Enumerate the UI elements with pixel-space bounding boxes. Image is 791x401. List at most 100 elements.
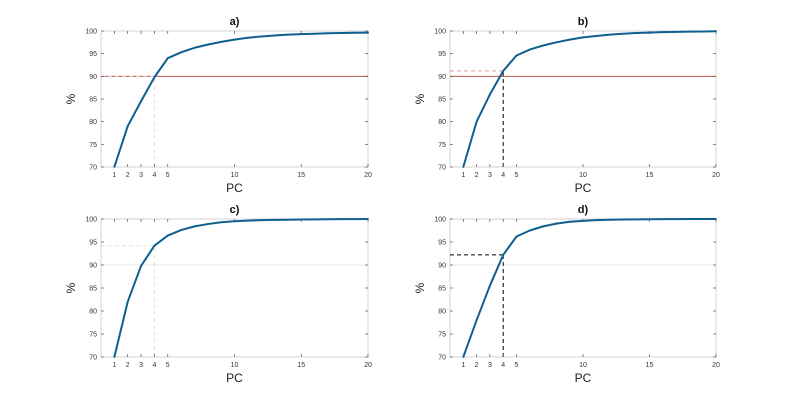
y-tick-label: 70 — [89, 355, 97, 362]
series-line — [462, 30, 717, 168]
series-line — [113, 31, 369, 168]
x-tick-label: 15 — [646, 172, 654, 179]
data-point — [528, 229, 531, 232]
data-point — [648, 31, 651, 34]
data-point — [608, 33, 611, 36]
panel-title: b) — [578, 16, 589, 28]
x-tick-label: 3 — [488, 172, 492, 179]
plot-frame — [449, 30, 717, 168]
x-tick-label: 5 — [515, 172, 519, 179]
y-tick-label: 90 — [89, 74, 97, 81]
x-tick-label: 2 — [126, 362, 130, 369]
panel-2: 70 75 80 85 90 95 100 1 2 3 4 5 10 15 20 b) PC% — [413, 16, 720, 195]
data-point — [313, 218, 316, 221]
data-point — [367, 218, 369, 220]
y-axis-label: % — [413, 282, 427, 293]
y-tick-label: 95 — [89, 51, 97, 58]
y-tick-label: 85 — [438, 97, 446, 104]
y-tick-label: 75 — [438, 332, 446, 339]
data-point — [489, 93, 491, 96]
y-tick-label: 75 — [89, 332, 97, 339]
data-point — [166, 57, 169, 60]
data-point — [582, 219, 584, 222]
x-axis-label: PC — [575, 371, 592, 385]
x-tick-label: 5 — [166, 172, 170, 179]
data-point — [353, 31, 356, 34]
panel-3: 70 75 80 85 90 95 100 1 2 3 4 5 10 15 20 c) PC% — [64, 204, 372, 385]
data-point — [340, 218, 343, 221]
x-tick-label: 15 — [297, 172, 305, 179]
panel-title: d) — [578, 204, 589, 216]
data-point — [206, 43, 209, 46]
x-tick-label: 1 — [112, 172, 116, 179]
data-point — [300, 33, 303, 36]
plot-frame — [100, 30, 369, 168]
x-tick-label: 1 — [461, 362, 465, 369]
x-tick-label: 20 — [712, 172, 720, 179]
y-tick-label: 95 — [89, 240, 97, 247]
data-point — [608, 218, 611, 221]
data-point — [542, 225, 544, 228]
y-axis-label: % — [64, 93, 78, 104]
data-point — [246, 36, 249, 39]
data-point — [300, 218, 303, 221]
y-tick-label: 90 — [438, 263, 446, 270]
data-point — [475, 319, 478, 322]
y-tick-label: 80 — [438, 119, 446, 126]
data-point — [153, 244, 156, 247]
data-point — [515, 235, 518, 238]
data-point — [220, 221, 223, 224]
data-point — [595, 35, 598, 37]
data-point — [568, 38, 571, 41]
y-tick-label: 100 — [434, 217, 446, 224]
y-tick-label: 85 — [89, 286, 97, 293]
data-point — [595, 219, 598, 222]
x-tick-label: 1 — [112, 362, 116, 369]
data-point — [462, 166, 465, 168]
panel-title: a) — [230, 16, 240, 28]
x-tick-label: 1 — [461, 172, 465, 179]
data-point — [661, 218, 664, 221]
panel-4: 70 75 80 85 90 95 100 1 2 3 4 5 10 15 20 d) PC% — [413, 204, 720, 385]
x-tick-label: 10 — [579, 362, 587, 369]
data-point — [528, 48, 531, 51]
data-point — [206, 223, 209, 225]
data-point — [502, 69, 505, 72]
x-tick-label: 4 — [152, 362, 156, 369]
plot-frame — [100, 218, 369, 358]
y-tick-label: 70 — [438, 355, 446, 362]
y-tick-label: 70 — [438, 165, 446, 172]
series-line — [113, 218, 369, 358]
data-point — [462, 356, 465, 358]
data-point — [701, 218, 704, 220]
x-tick-label: 4 — [501, 172, 505, 179]
data-point — [661, 31, 664, 34]
y-tick-label: 100 — [85, 29, 97, 36]
y-tick-label: 80 — [438, 309, 446, 316]
y-tick-label: 75 — [89, 142, 97, 149]
data-point — [701, 30, 704, 33]
y-tick-label: 70 — [89, 165, 97, 172]
data-point — [233, 220, 236, 223]
x-axis-label: PC — [575, 181, 592, 195]
x-tick-label: 5 — [515, 362, 519, 369]
data-point — [327, 32, 329, 35]
data-point — [126, 125, 129, 128]
data-point — [367, 31, 369, 34]
data-point — [140, 265, 142, 267]
x-tick-label: 3 — [488, 362, 492, 369]
x-tick-label: 20 — [712, 362, 720, 369]
data-point — [542, 44, 544, 47]
data-point — [582, 36, 584, 39]
y-tick-label: 80 — [89, 119, 97, 126]
y-tick-label: 95 — [438, 51, 446, 58]
data-point — [340, 32, 343, 34]
data-point — [313, 32, 316, 35]
data-point — [246, 219, 249, 222]
y-axis-label: % — [64, 282, 78, 293]
data-point — [126, 300, 129, 303]
x-tick-label: 15 — [646, 362, 654, 369]
y-tick-label: 85 — [89, 97, 97, 104]
